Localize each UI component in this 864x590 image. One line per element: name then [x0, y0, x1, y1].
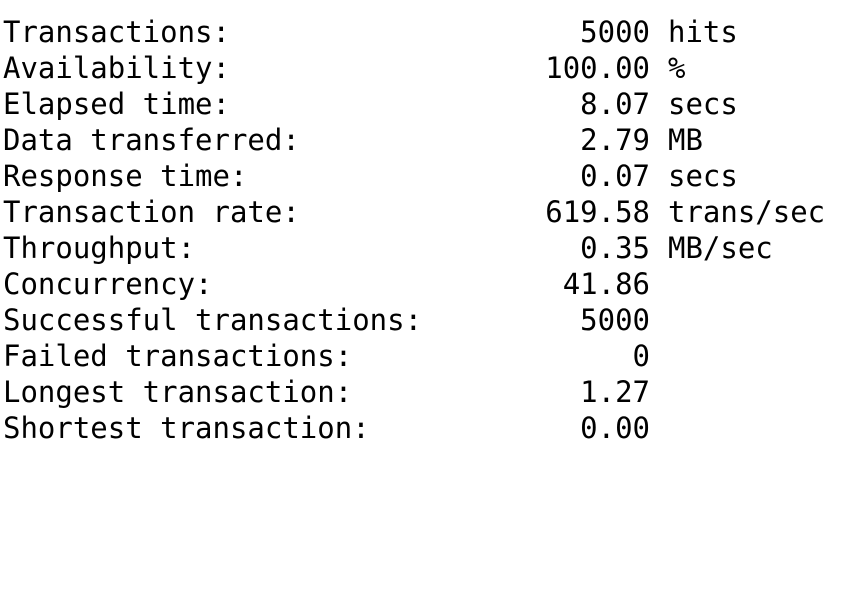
stat-row-data-transferred: Data transferred: 2.79 MB: [0, 122, 864, 158]
stat-value: 2.79: [580, 123, 650, 157]
stat-label: Throughput:: [3, 231, 196, 265]
stat-unit: MB/sec: [668, 231, 773, 265]
stat-value: 41.86: [562, 267, 650, 301]
stat-value: 5000: [580, 303, 650, 337]
stat-label: Elapsed time:: [3, 87, 230, 121]
stat-unit: hits: [668, 15, 738, 49]
stat-value: 0.07: [580, 159, 650, 193]
stat-row-response-time: Response time: 0.07 secs: [0, 158, 864, 194]
stat-unit: MB: [668, 123, 703, 157]
stat-row-throughput: Throughput: 0.35 MB/sec: [0, 230, 864, 266]
stat-row-transactions: Transactions: 5000 hits: [0, 14, 864, 50]
stat-value: 100.00: [545, 51, 650, 85]
terminal-output: Transactions: 5000 hits Availability: 10…: [0, 14, 864, 446]
stat-unit: trans/sec: [668, 195, 826, 229]
stat-value: 0.00: [580, 411, 650, 445]
stat-row-longest-transaction: Longest transaction: 1.27: [0, 374, 864, 410]
stat-unit: secs: [668, 87, 738, 121]
stat-label: Shortest transaction:: [3, 411, 370, 445]
stat-label: Data transferred:: [3, 123, 300, 157]
stat-label: Response time:: [3, 159, 248, 193]
stat-label: Failed transactions:: [3, 339, 353, 373]
stat-row-successful-transactions: Successful transactions: 5000: [0, 302, 864, 338]
stat-row-concurrency: Concurrency: 41.86: [0, 266, 864, 302]
stat-value: 1.27: [580, 375, 650, 409]
stat-label: Concurrency:: [3, 267, 213, 301]
stat-row-failed-transactions: Failed transactions: 0: [0, 338, 864, 374]
stat-value: 5000: [580, 15, 650, 49]
stat-value: 8.07: [580, 87, 650, 121]
stat-row-elapsed-time: Elapsed time: 8.07 secs: [0, 86, 864, 122]
stat-label: Transaction rate:: [3, 195, 300, 229]
stat-label: Transactions:: [3, 15, 230, 49]
stat-unit: %: [668, 51, 686, 85]
stat-value: 0: [632, 339, 650, 373]
stat-label: Availability:: [3, 51, 230, 85]
stat-row-transaction-rate: Transaction rate: 619.58 trans/sec: [0, 194, 864, 230]
stat-unit: secs: [668, 159, 738, 193]
stat-row-availability: Availability: 100.00 %: [0, 50, 864, 86]
stat-value: 0.35: [580, 231, 650, 265]
stat-label: Successful transactions:: [3, 303, 423, 337]
stat-label: Longest transaction:: [3, 375, 353, 409]
stat-row-shortest-transaction: Shortest transaction: 0.00: [0, 410, 864, 446]
stat-value: 619.58: [545, 195, 650, 229]
